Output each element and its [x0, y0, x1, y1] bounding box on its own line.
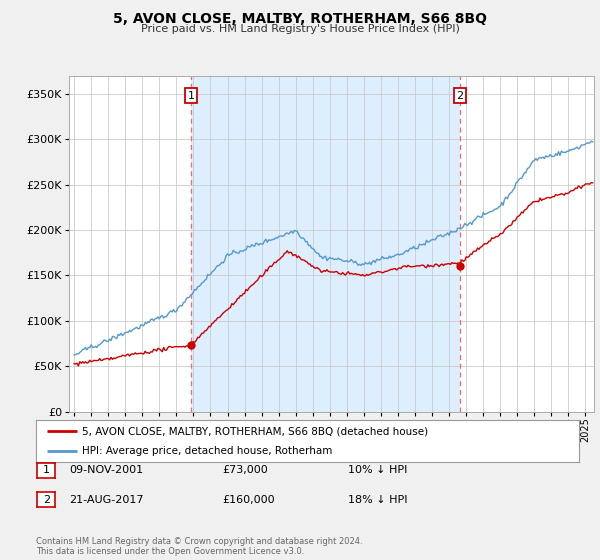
Text: 1: 1: [188, 91, 194, 101]
Text: Price paid vs. HM Land Registry's House Price Index (HPI): Price paid vs. HM Land Registry's House …: [140, 24, 460, 34]
Text: 10% ↓ HPI: 10% ↓ HPI: [348, 465, 407, 475]
Text: £160,000: £160,000: [222, 494, 275, 505]
Text: Contains HM Land Registry data © Crown copyright and database right 2024.: Contains HM Land Registry data © Crown c…: [36, 537, 362, 546]
Text: 1: 1: [43, 465, 50, 475]
Text: 5, AVON CLOSE, MALTBY, ROTHERHAM, S66 8BQ: 5, AVON CLOSE, MALTBY, ROTHERHAM, S66 8B…: [113, 12, 487, 26]
Text: 09-NOV-2001: 09-NOV-2001: [69, 465, 143, 475]
Text: 2: 2: [457, 91, 464, 101]
Text: 18% ↓ HPI: 18% ↓ HPI: [348, 494, 407, 505]
Text: £73,000: £73,000: [222, 465, 268, 475]
Bar: [191, 76, 460, 412]
Text: HPI: Average price, detached house, Rotherham: HPI: Average price, detached house, Roth…: [82, 446, 332, 456]
Text: 2: 2: [43, 494, 50, 505]
Text: 21-AUG-2017: 21-AUG-2017: [69, 494, 143, 505]
Text: This data is licensed under the Open Government Licence v3.0.: This data is licensed under the Open Gov…: [36, 547, 304, 556]
Text: 5, AVON CLOSE, MALTBY, ROTHERHAM, S66 8BQ (detached house): 5, AVON CLOSE, MALTBY, ROTHERHAM, S66 8B…: [82, 426, 428, 436]
